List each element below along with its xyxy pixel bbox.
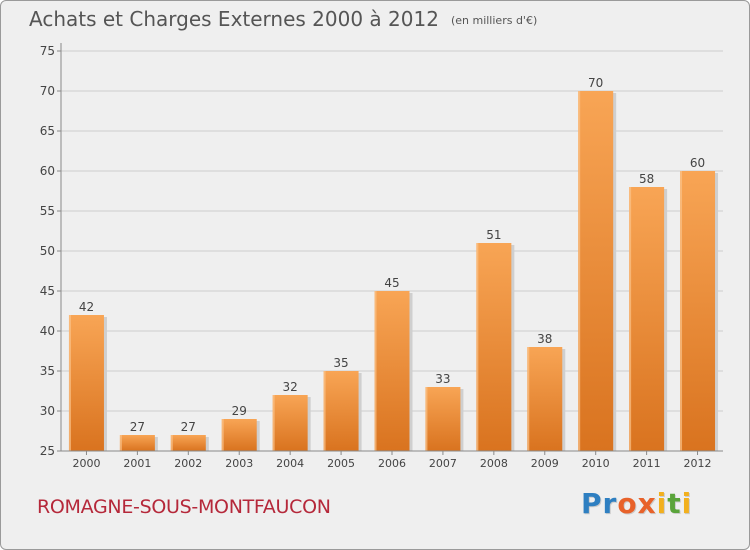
data-label: 27 xyxy=(130,420,145,434)
bar xyxy=(578,91,614,451)
bar-highlight xyxy=(68,315,71,451)
bar-highlight xyxy=(680,171,683,451)
chart-title: Achats et Charges Externes 2000 à 2012 (e… xyxy=(29,7,537,31)
data-label: 45 xyxy=(384,276,399,290)
bars: 42 27 27 29 32 35 45 33 51 38 70 58 60 xyxy=(68,76,719,451)
proxiti-logo[interactable]: Proxiti xyxy=(581,487,692,520)
bar-highlight xyxy=(374,291,377,451)
x-tick-label: 2000 xyxy=(72,457,100,470)
x-tick-label: 2006 xyxy=(378,457,406,470)
bar xyxy=(119,435,155,451)
bar-highlight xyxy=(323,371,326,451)
x-tick-label: 2009 xyxy=(531,457,559,470)
y-tick-label: 75 xyxy=(40,44,55,58)
bar-highlight xyxy=(425,387,428,451)
logo-letter: i xyxy=(681,487,693,520)
bar xyxy=(221,419,257,451)
bar-highlight xyxy=(527,347,530,451)
x-tick-label: 2010 xyxy=(582,457,610,470)
data-label: 32 xyxy=(283,380,298,394)
bar xyxy=(476,243,512,451)
bar xyxy=(170,435,206,451)
bar xyxy=(425,387,461,451)
y-tick-label: 65 xyxy=(40,124,55,138)
bar xyxy=(68,315,104,451)
bar xyxy=(527,347,563,451)
bar xyxy=(680,171,716,451)
logo-letter: P xyxy=(581,487,603,520)
data-label: 35 xyxy=(333,356,348,370)
x-tick-label: 2001 xyxy=(123,457,151,470)
bar-highlight xyxy=(629,187,632,451)
y-tick-label: 40 xyxy=(40,324,55,338)
axes: 25 30 35 40 45 50 55 60 65 70 75 2000 2001 2002 2003 20… xyxy=(40,43,723,470)
data-label: 51 xyxy=(486,228,501,242)
bar xyxy=(323,371,359,451)
bar-highlight xyxy=(578,91,581,451)
data-label: 38 xyxy=(537,332,552,346)
y-tick-label: 30 xyxy=(40,404,55,418)
bar xyxy=(272,395,308,451)
logo-letter: o xyxy=(617,487,638,520)
logo-letter: i xyxy=(656,487,668,520)
y-tick-label: 50 xyxy=(40,244,55,258)
y-tick-label: 25 xyxy=(40,444,55,458)
data-label: 42 xyxy=(79,300,94,314)
bar-highlight xyxy=(476,243,479,451)
y-tick-label: 45 xyxy=(40,284,55,298)
bar xyxy=(629,187,665,451)
y-tick-label: 55 xyxy=(40,204,55,218)
data-label: 27 xyxy=(181,420,196,434)
data-label: 70 xyxy=(588,76,603,90)
bar-highlight xyxy=(221,419,224,451)
x-tick-label: 2004 xyxy=(276,457,304,470)
data-label: 58 xyxy=(639,172,654,186)
logo-letter: r xyxy=(602,487,618,520)
bar-highlight xyxy=(272,395,275,451)
bar xyxy=(374,291,410,451)
x-tick-label: 2003 xyxy=(225,457,253,470)
bar-highlight xyxy=(170,435,173,451)
y-tick-label: 35 xyxy=(40,364,55,378)
chart-subtitle: (en milliers d'€) xyxy=(450,14,538,27)
bar-highlight xyxy=(119,435,122,451)
data-label: 33 xyxy=(435,372,450,386)
data-label: 60 xyxy=(690,156,705,170)
y-tick-label: 70 xyxy=(40,84,55,98)
chart-title-text: Achats et Charges Externes 2000 à 2012 xyxy=(29,7,439,31)
x-tick-label: 2011 xyxy=(633,457,661,470)
logo-letter: x xyxy=(637,487,657,520)
x-tick-label: 2005 xyxy=(327,457,355,470)
x-tick-label: 2008 xyxy=(480,457,508,470)
town-name: ROMAGNE-SOUS-MONTFAUCON xyxy=(37,496,331,518)
logo-letter: t xyxy=(667,487,682,520)
x-tick-label: 2012 xyxy=(684,457,712,470)
x-tick-label: 2002 xyxy=(174,457,202,470)
x-tick-label: 2007 xyxy=(429,457,457,470)
data-label: 29 xyxy=(232,404,247,418)
y-tick-label: 60 xyxy=(40,164,55,178)
